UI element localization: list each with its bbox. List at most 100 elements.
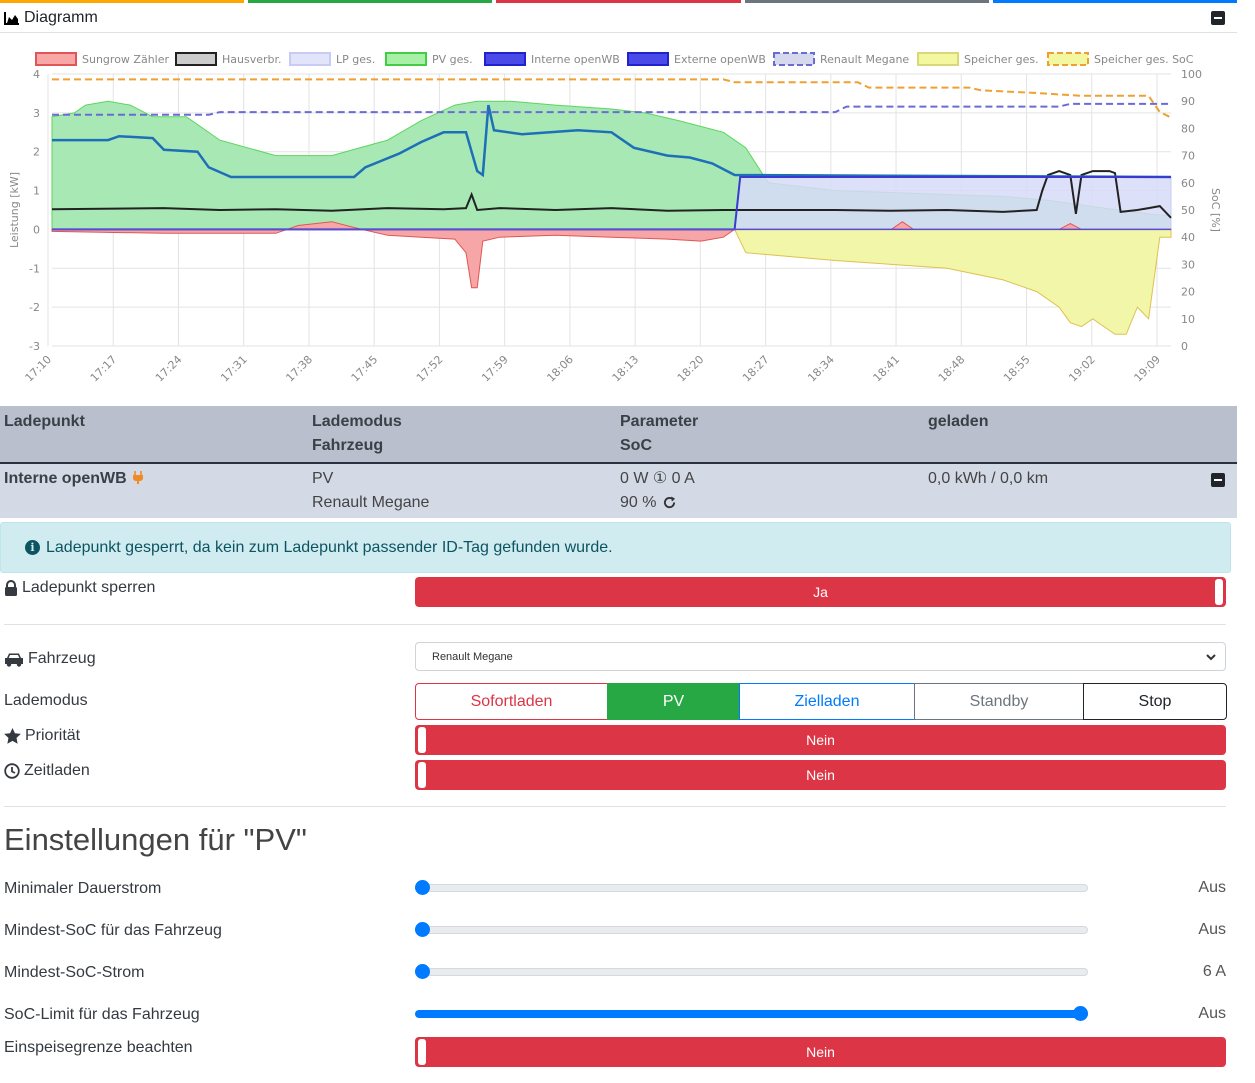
- mode-sofortladen-button[interactable]: Sofortladen: [415, 683, 608, 720]
- slider-thumb[interactable]: [415, 964, 430, 979]
- y-right-tick: 0: [1181, 340, 1188, 353]
- priority-label: Priorität: [4, 727, 80, 745]
- lock-toggle-knob: [1215, 579, 1223, 605]
- charge-point-row[interactable]: Interne openWB PV Renault Megane 0 W ① 0…: [0, 462, 1237, 518]
- priority-toggle[interactable]: Nein: [415, 725, 1226, 755]
- feed-in-label: Einspeisegrenze beachten: [4, 1039, 193, 1057]
- y-left-tick: 4: [33, 68, 40, 81]
- chevron-down-icon: [1206, 654, 1216, 661]
- timed-label: Zeitladen: [4, 762, 90, 780]
- slider-thumb[interactable]: [1073, 1006, 1088, 1021]
- legend-swatch: [484, 52, 526, 66]
- y-right-tick: 30: [1181, 258, 1195, 271]
- x-tick: 18:20: [675, 353, 707, 385]
- feed-in-toggle-value: Nein: [806, 1044, 835, 1060]
- min-current-slider[interactable]: [415, 884, 1088, 892]
- feed-in-label-text: Einspeisegrenze beachten: [4, 1039, 193, 1056]
- legend-swatch: [917, 52, 959, 66]
- feed-in-toggle[interactable]: Nein: [415, 1037, 1226, 1067]
- legend-label: Sungrow Zähler: [82, 53, 169, 66]
- x-tick: 17:10: [23, 353, 55, 385]
- x-tick: 17:17: [88, 353, 120, 385]
- header-geladen: geladen: [928, 413, 989, 430]
- mode-button-group: Sofortladen PV Zielladen Standby Stop: [415, 683, 1227, 720]
- header-ladepunkt: Ladepunkt: [4, 413, 85, 430]
- slider-value: 6 A: [1202, 963, 1226, 980]
- grid-area: [51, 221, 1172, 289]
- y-left-tick: 0: [33, 223, 40, 236]
- legend-label: Externe openWB: [674, 53, 766, 66]
- header-parameter: Parameter: [620, 413, 699, 430]
- car-icon: [5, 653, 23, 667]
- x-tick: 18:55: [1001, 353, 1033, 385]
- slider-label: Mindest-SoC-Strom: [4, 964, 145, 981]
- lock-toggle-value: Ja: [813, 584, 828, 600]
- divider: [4, 624, 1226, 625]
- collapse-row-button[interactable]: [1211, 473, 1225, 487]
- x-tick: 17:31: [218, 353, 250, 385]
- x-tick: 17:52: [414, 353, 446, 385]
- y-right-tick: 100: [1181, 68, 1202, 81]
- legend-label: Speicher ges.: [964, 53, 1039, 66]
- x-tick: 17:45: [349, 353, 381, 385]
- min-soc-slider[interactable]: [415, 926, 1088, 934]
- legend-label: Renault Megane: [820, 53, 909, 66]
- color-bar-segment: [744, 0, 989, 3]
- legend-swatch: [627, 52, 669, 66]
- mode-label: Lademodus: [4, 692, 88, 710]
- y-right-tick: 60: [1181, 177, 1195, 190]
- lock-info-alert: i Ladepunkt gesperrt, da kein zum Ladepu…: [0, 522, 1231, 573]
- mode-pv-button[interactable]: PV: [607, 683, 740, 720]
- legend-swatch: [385, 52, 427, 66]
- y-right-label: SoC [%]: [1209, 188, 1222, 232]
- slider-label: SoC-Limit für das Fahrzeug: [4, 1006, 200, 1023]
- lock-toggle[interactable]: Ja: [415, 577, 1226, 607]
- y-left-tick: -3: [29, 340, 40, 353]
- row-charged: 0,0 kWh / 0,0 km: [928, 470, 1049, 487]
- chart-card-header: Diagramm: [0, 3, 1237, 33]
- row-mode: PV: [312, 470, 334, 487]
- collapse-chart-button[interactable]: [1211, 11, 1225, 25]
- x-tick: 18:06: [544, 353, 576, 385]
- mode-standby-button[interactable]: Standby: [914, 683, 1084, 720]
- x-tick: 18:27: [740, 353, 772, 385]
- mode-zielladen-button[interactable]: Zielladen: [739, 683, 915, 720]
- mode-zielladen-label: Zielladen: [794, 692, 860, 710]
- pv-settings-title: Einstellungen für "PV": [4, 822, 307, 857]
- y-left-tick: -2: [29, 301, 40, 314]
- divider: [4, 806, 1226, 807]
- y-right-tick: 40: [1181, 231, 1195, 244]
- soc-limit-slider[interactable]: [415, 1010, 1088, 1018]
- vehicle-label-text: Fahrzeug: [28, 650, 96, 667]
- wb-intern-line: [52, 104, 1172, 179]
- color-bar-segment: [248, 0, 493, 3]
- slider-thumb[interactable]: [415, 880, 430, 895]
- feed-in-toggle-knob: [418, 1039, 426, 1065]
- slider-thumb[interactable]: [415, 922, 430, 937]
- charge-point-table-header: Ladepunkt Lademodus Fahrzeug Parameter S…: [0, 406, 1237, 462]
- slider-value: Aus: [1198, 879, 1226, 896]
- timed-toggle-value: Nein: [806, 767, 835, 783]
- vehicle-select[interactable]: Renault Megane: [415, 642, 1226, 671]
- chart-svg: Sungrow Zähler Hausverbr. LP ges. PV ges. In…: [8, 52, 1222, 385]
- timed-toggle[interactable]: Nein: [415, 760, 1226, 790]
- x-tick: 19:09: [1132, 353, 1164, 385]
- star-icon: [4, 728, 21, 744]
- y-left-tick: -1: [29, 262, 40, 275]
- lock-icon: [5, 580, 17, 596]
- mode-stop-label: Stop: [1138, 692, 1172, 710]
- min-soc-current-slider[interactable]: [415, 968, 1088, 976]
- area-chart-icon: [4, 11, 19, 25]
- x-tick: 18:34: [805, 353, 837, 385]
- storage-area: [51, 228, 1172, 335]
- info-icon: i: [25, 540, 40, 555]
- y-left-tick: 1: [33, 185, 40, 198]
- y-left-label: Leistung [kW]: [8, 172, 21, 248]
- plug-icon: [133, 471, 144, 484]
- slider-value: Aus: [1198, 1005, 1226, 1022]
- mode-stop-button[interactable]: Stop: [1083, 683, 1227, 720]
- slider-label: Mindest-SoC für das Fahrzeug: [4, 922, 222, 939]
- refresh-icon[interactable]: [663, 496, 676, 509]
- x-tick: 19:02: [1066, 353, 1098, 385]
- clock-icon: [4, 763, 20, 779]
